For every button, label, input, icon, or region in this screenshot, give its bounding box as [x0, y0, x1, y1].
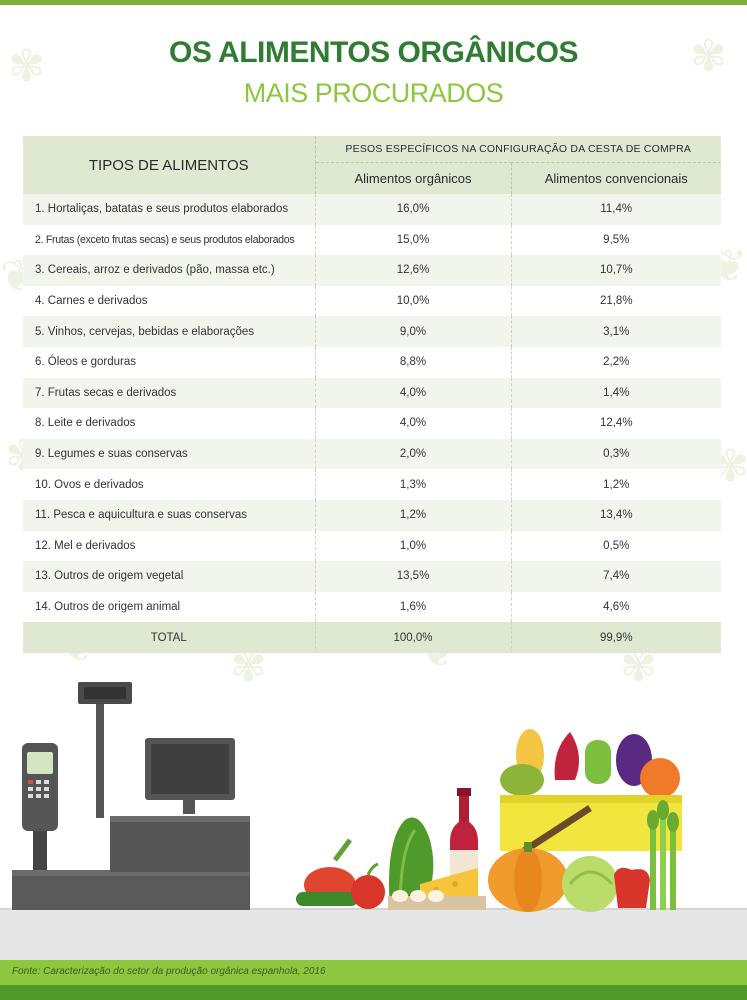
total-label: TOTAL [23, 622, 316, 654]
organic-value: 16,0% [315, 194, 512, 225]
organic-value: 2,0% [315, 438, 512, 470]
organic-value: 15,0% [315, 224, 512, 256]
table-row: 2. Frutas (exceto frutas secas) e seus p… [23, 224, 721, 256]
total-row: TOTAL 100,0% 99,9% [23, 622, 721, 654]
organic-value: 1,3% [315, 469, 512, 500]
top-bar [0, 0, 747, 5]
total-conventional: 99,9% [511, 622, 721, 654]
organic-value: 10,0% [315, 285, 512, 317]
conventional-value: 7,4% [511, 561, 721, 592]
organic-value: 13,5% [315, 561, 512, 592]
conventional-value: 12,4% [511, 408, 721, 439]
food-name: 13. Outros de origem vegetal [23, 561, 316, 592]
organic-value: 1,0% [315, 530, 512, 562]
table-row: 4. Carnes e derivados 10,0% 21,8% [23, 285, 721, 317]
table-row: 11. Pesca e aquicultura e suas conservas… [23, 499, 721, 531]
conventional-value: 3,1% [511, 316, 721, 347]
table-row: 1. Hortaliças, batatas e seus produtos e… [23, 194, 721, 225]
cabbage-icon [562, 856, 618, 912]
header-pesos: PESOS ESPECÍFICOS NA CONFIGURAÇÃO DA CES… [315, 136, 721, 163]
page-title: OS ALIMENTOS ORGÂNICOS [168, 36, 579, 69]
organic-value: 8,8% [315, 346, 512, 378]
table-row: 14. Outros de origem animal 1,6% 4,6% [23, 591, 721, 623]
food-name: 14. Outros de origem animal [23, 591, 316, 623]
cheese-icon [388, 868, 486, 910]
monitor-icon [145, 738, 235, 814]
table-row: 3. Cereais, arroz e derivados (pão, mass… [23, 255, 721, 286]
food-name: 4. Carnes e derivados [23, 285, 316, 317]
food-table: TIPOS DE ALIMENTOS PESOS ESPECÍFICOS NA … [23, 136, 721, 654]
conventional-value: 9,5% [511, 224, 721, 256]
food-name: 8. Leite e derivados [23, 408, 316, 439]
pumpkin-icon [488, 842, 568, 912]
conventional-value: 4,6% [511, 591, 721, 623]
header-tipos: TIPOS DE ALIMENTOS [23, 136, 316, 194]
conventional-value: 10,7% [511, 255, 721, 286]
food-name: 11. Pesca e aquicultura e suas conservas [23, 499, 316, 531]
page-subtitle: MAIS PROCURADOS [243, 78, 504, 108]
sprout-icon: ✾ [690, 31, 727, 82]
food-name: 7. Frutas secas e derivados [23, 377, 316, 409]
header-organicos: Alimentos orgânicos [315, 162, 512, 194]
food-name: 9. Legumes e suas conservas [23, 438, 316, 470]
header-convencionais: Alimentos convencionais [511, 162, 721, 194]
cash-register-icon [12, 682, 250, 910]
asparagus-icon [647, 800, 679, 910]
conventional-value: 1,2% [511, 469, 721, 500]
food-name: 6. Óleos e gorduras [23, 346, 316, 378]
table-row: 9. Legumes e suas conservas 2,0% 0,3% [23, 438, 721, 470]
conventional-value: 11,4% [511, 194, 721, 225]
table-row: 10. Ovos e derivados 1,3% 1,2% [23, 469, 721, 500]
basket-icon [500, 729, 682, 863]
organic-value: 12,6% [315, 255, 512, 286]
checkout-illustration [12, 682, 682, 912]
food-name: 3. Cereais, arroz e derivados (pão, mass… [23, 255, 316, 286]
source-note: Fonte: Caracterização do setor da produç… [12, 966, 326, 977]
organic-value: 1,2% [315, 499, 512, 531]
card-terminal-icon [22, 743, 58, 871]
conventional-value: 2,2% [511, 346, 721, 378]
table-row: 5. Vinhos, cervejas, bebidas e elaboraçõ… [23, 316, 721, 347]
conventional-value: 0,3% [511, 438, 721, 470]
food-name: 10. Ovos e derivados [23, 469, 316, 500]
food-name: 12. Mel e derivados [23, 530, 316, 562]
table-row: 6. Óleos e gorduras 8,8% 2,2% [23, 346, 721, 378]
table-row: 12. Mel e derivados 1,0% 0,5% [23, 530, 721, 562]
food-name: 2. Frutas (exceto frutas secas) e seus p… [23, 224, 316, 256]
total-organic: 100,0% [315, 622, 512, 654]
conventional-value: 0,5% [511, 530, 721, 562]
food-name: 1. Hortaliças, batatas e seus produtos e… [23, 194, 316, 225]
table-row: 13. Outros de origem vegetal 13,5% 7,4% [23, 561, 721, 592]
organic-value: 4,0% [315, 408, 512, 439]
food-name: 5. Vinhos, cervejas, bebidas e elaboraçõ… [23, 316, 316, 347]
sprout-icon: ✾ [8, 41, 45, 92]
organic-value: 9,0% [315, 316, 512, 347]
conventional-value: 21,8% [511, 285, 721, 317]
conventional-value: 13,4% [511, 499, 721, 531]
table-row: 8. Leite e derivados 4,0% 12,4% [23, 408, 721, 439]
organic-value: 4,0% [315, 377, 512, 409]
conventional-value: 1,4% [511, 377, 721, 409]
pepper-icon [614, 867, 650, 908]
checkout-counter [0, 910, 747, 960]
organic-value: 1,6% [315, 591, 512, 623]
table-row: 7. Frutas secas e derivados 4,0% 1,4% [23, 377, 721, 409]
footer-stripe [0, 985, 747, 1000]
